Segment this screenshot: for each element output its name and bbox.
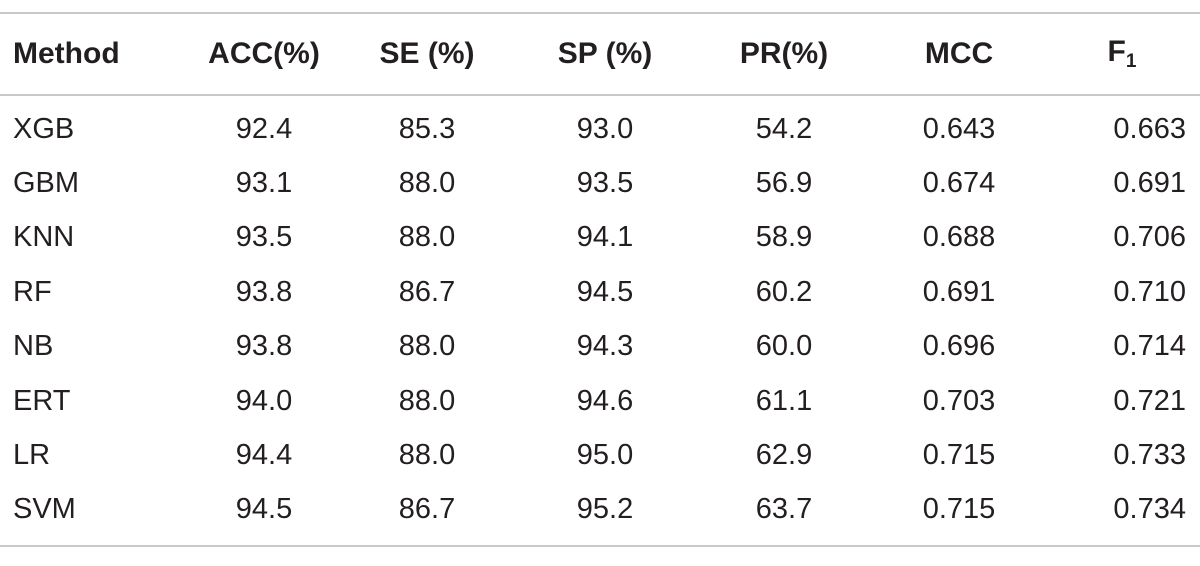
cell-sp: 94.1	[576, 221, 634, 254]
cell-method: RF	[13, 275, 52, 308]
cell-se: 88.0	[398, 221, 456, 254]
header-f1-subscript: 1	[1125, 51, 1137, 72]
cell-f1: 0.714	[1113, 330, 1186, 363]
cell-f1: 0.706	[1113, 221, 1186, 254]
cell-f1: 0.663	[1113, 112, 1186, 145]
cell-acc: 93.1	[235, 167, 293, 200]
cell-se: 88.0	[398, 330, 456, 363]
table-body: XGB 92.4 85.3 93.0 54.2 0.643 0.663 GBM 93.1 88.0…	[0, 95, 1200, 547]
cell-sp: 93.0	[576, 112, 634, 145]
header-method: Method	[13, 37, 120, 70]
cell-pr: 56.9	[755, 167, 813, 200]
cell-acc: 93.5	[235, 221, 293, 254]
cell-se: 88.0	[398, 439, 456, 472]
cell-pr: 54.2	[755, 112, 813, 145]
cell-method: LR	[13, 439, 51, 472]
cell-sp: 94.6	[576, 384, 634, 417]
cell-se: 86.7	[398, 493, 456, 526]
cell-mcc: 0.696	[922, 330, 996, 363]
cell-method: SVM	[13, 493, 76, 526]
header-f1-base: F	[1107, 35, 1126, 68]
cell-method: XGB	[13, 112, 75, 145]
table-header: Method ACC(%) SE (%) SP (%) PR(%) MCC F1	[0, 13, 1200, 95]
cell-se: 86.7	[398, 275, 456, 308]
results-table: Method ACC(%) SE (%) SP (%) PR(%) MCC F1…	[0, 12, 1200, 547]
cell-mcc: 0.691	[922, 275, 996, 308]
table-row: LR 94.4 88.0 95.0 62.9 0.715 0.733	[0, 428, 1200, 482]
cell-mcc: 0.715	[922, 439, 996, 472]
header-mcc: MCC	[924, 37, 994, 70]
table-row: SVM 94.5 86.7 95.2 63.7 0.715 0.734	[0, 483, 1200, 547]
table-row: KNN 93.5 88.0 94.1 58.9 0.688 0.706	[0, 211, 1200, 265]
cell-sp: 95.2	[576, 493, 634, 526]
cell-mcc: 0.715	[922, 493, 996, 526]
cell-method: KNN	[13, 221, 75, 254]
cell-sp: 94.5	[576, 275, 634, 308]
header-f1: F1	[1044, 13, 1200, 95]
cell-method: NB	[13, 330, 54, 363]
cell-mcc: 0.674	[922, 167, 996, 200]
cell-pr: 63.7	[755, 493, 813, 526]
table-row: XGB 92.4 85.3 93.0 54.2 0.643 0.663	[0, 95, 1200, 156]
table-row: GBM 93.1 88.0 93.5 56.9 0.674 0.691	[0, 156, 1200, 210]
header-sp: SP (%)	[557, 37, 653, 70]
cell-pr: 62.9	[755, 439, 813, 472]
cell-acc: 93.8	[235, 330, 293, 363]
cell-f1: 0.691	[1113, 167, 1186, 200]
cell-acc: 94.0	[235, 384, 293, 417]
header-se: SE (%)	[379, 37, 475, 70]
table-row: ERT 94.0 88.0 94.6 61.1 0.703 0.721	[0, 374, 1200, 428]
cell-sp: 94.3	[576, 330, 634, 363]
cell-acc: 94.4	[235, 439, 293, 472]
cell-f1: 0.721	[1113, 384, 1186, 417]
cell-se: 88.0	[398, 384, 456, 417]
cell-f1: 0.733	[1113, 439, 1186, 472]
cell-acc: 92.4	[235, 112, 293, 145]
cell-sp: 93.5	[576, 167, 634, 200]
cell-pr: 61.1	[755, 384, 813, 417]
cell-mcc: 0.703	[922, 384, 996, 417]
header-pr: PR(%)	[739, 37, 829, 70]
header-row: Method ACC(%) SE (%) SP (%) PR(%) MCC F1	[0, 13, 1200, 95]
cell-pr: 60.0	[755, 330, 813, 363]
cell-sp: 95.0	[576, 439, 634, 472]
cell-method: GBM	[13, 167, 80, 200]
cell-pr: 58.9	[755, 221, 813, 254]
cell-acc: 94.5	[235, 493, 293, 526]
cell-se: 85.3	[398, 112, 456, 145]
cell-se: 88.0	[398, 167, 456, 200]
table-row: RF 93.8 86.7 94.5 60.2 0.691 0.710	[0, 265, 1200, 319]
cell-pr: 60.2	[755, 275, 813, 308]
cell-method: ERT	[13, 384, 71, 417]
table-row: NB 93.8 88.0 94.3 60.0 0.696 0.714	[0, 320, 1200, 374]
cell-f1: 0.734	[1113, 493, 1186, 526]
cell-f1: 0.710	[1113, 275, 1186, 308]
cell-acc: 93.8	[235, 275, 293, 308]
cell-mcc: 0.688	[922, 221, 996, 254]
cell-mcc: 0.643	[922, 112, 996, 145]
header-acc: ACC(%)	[208, 37, 320, 70]
